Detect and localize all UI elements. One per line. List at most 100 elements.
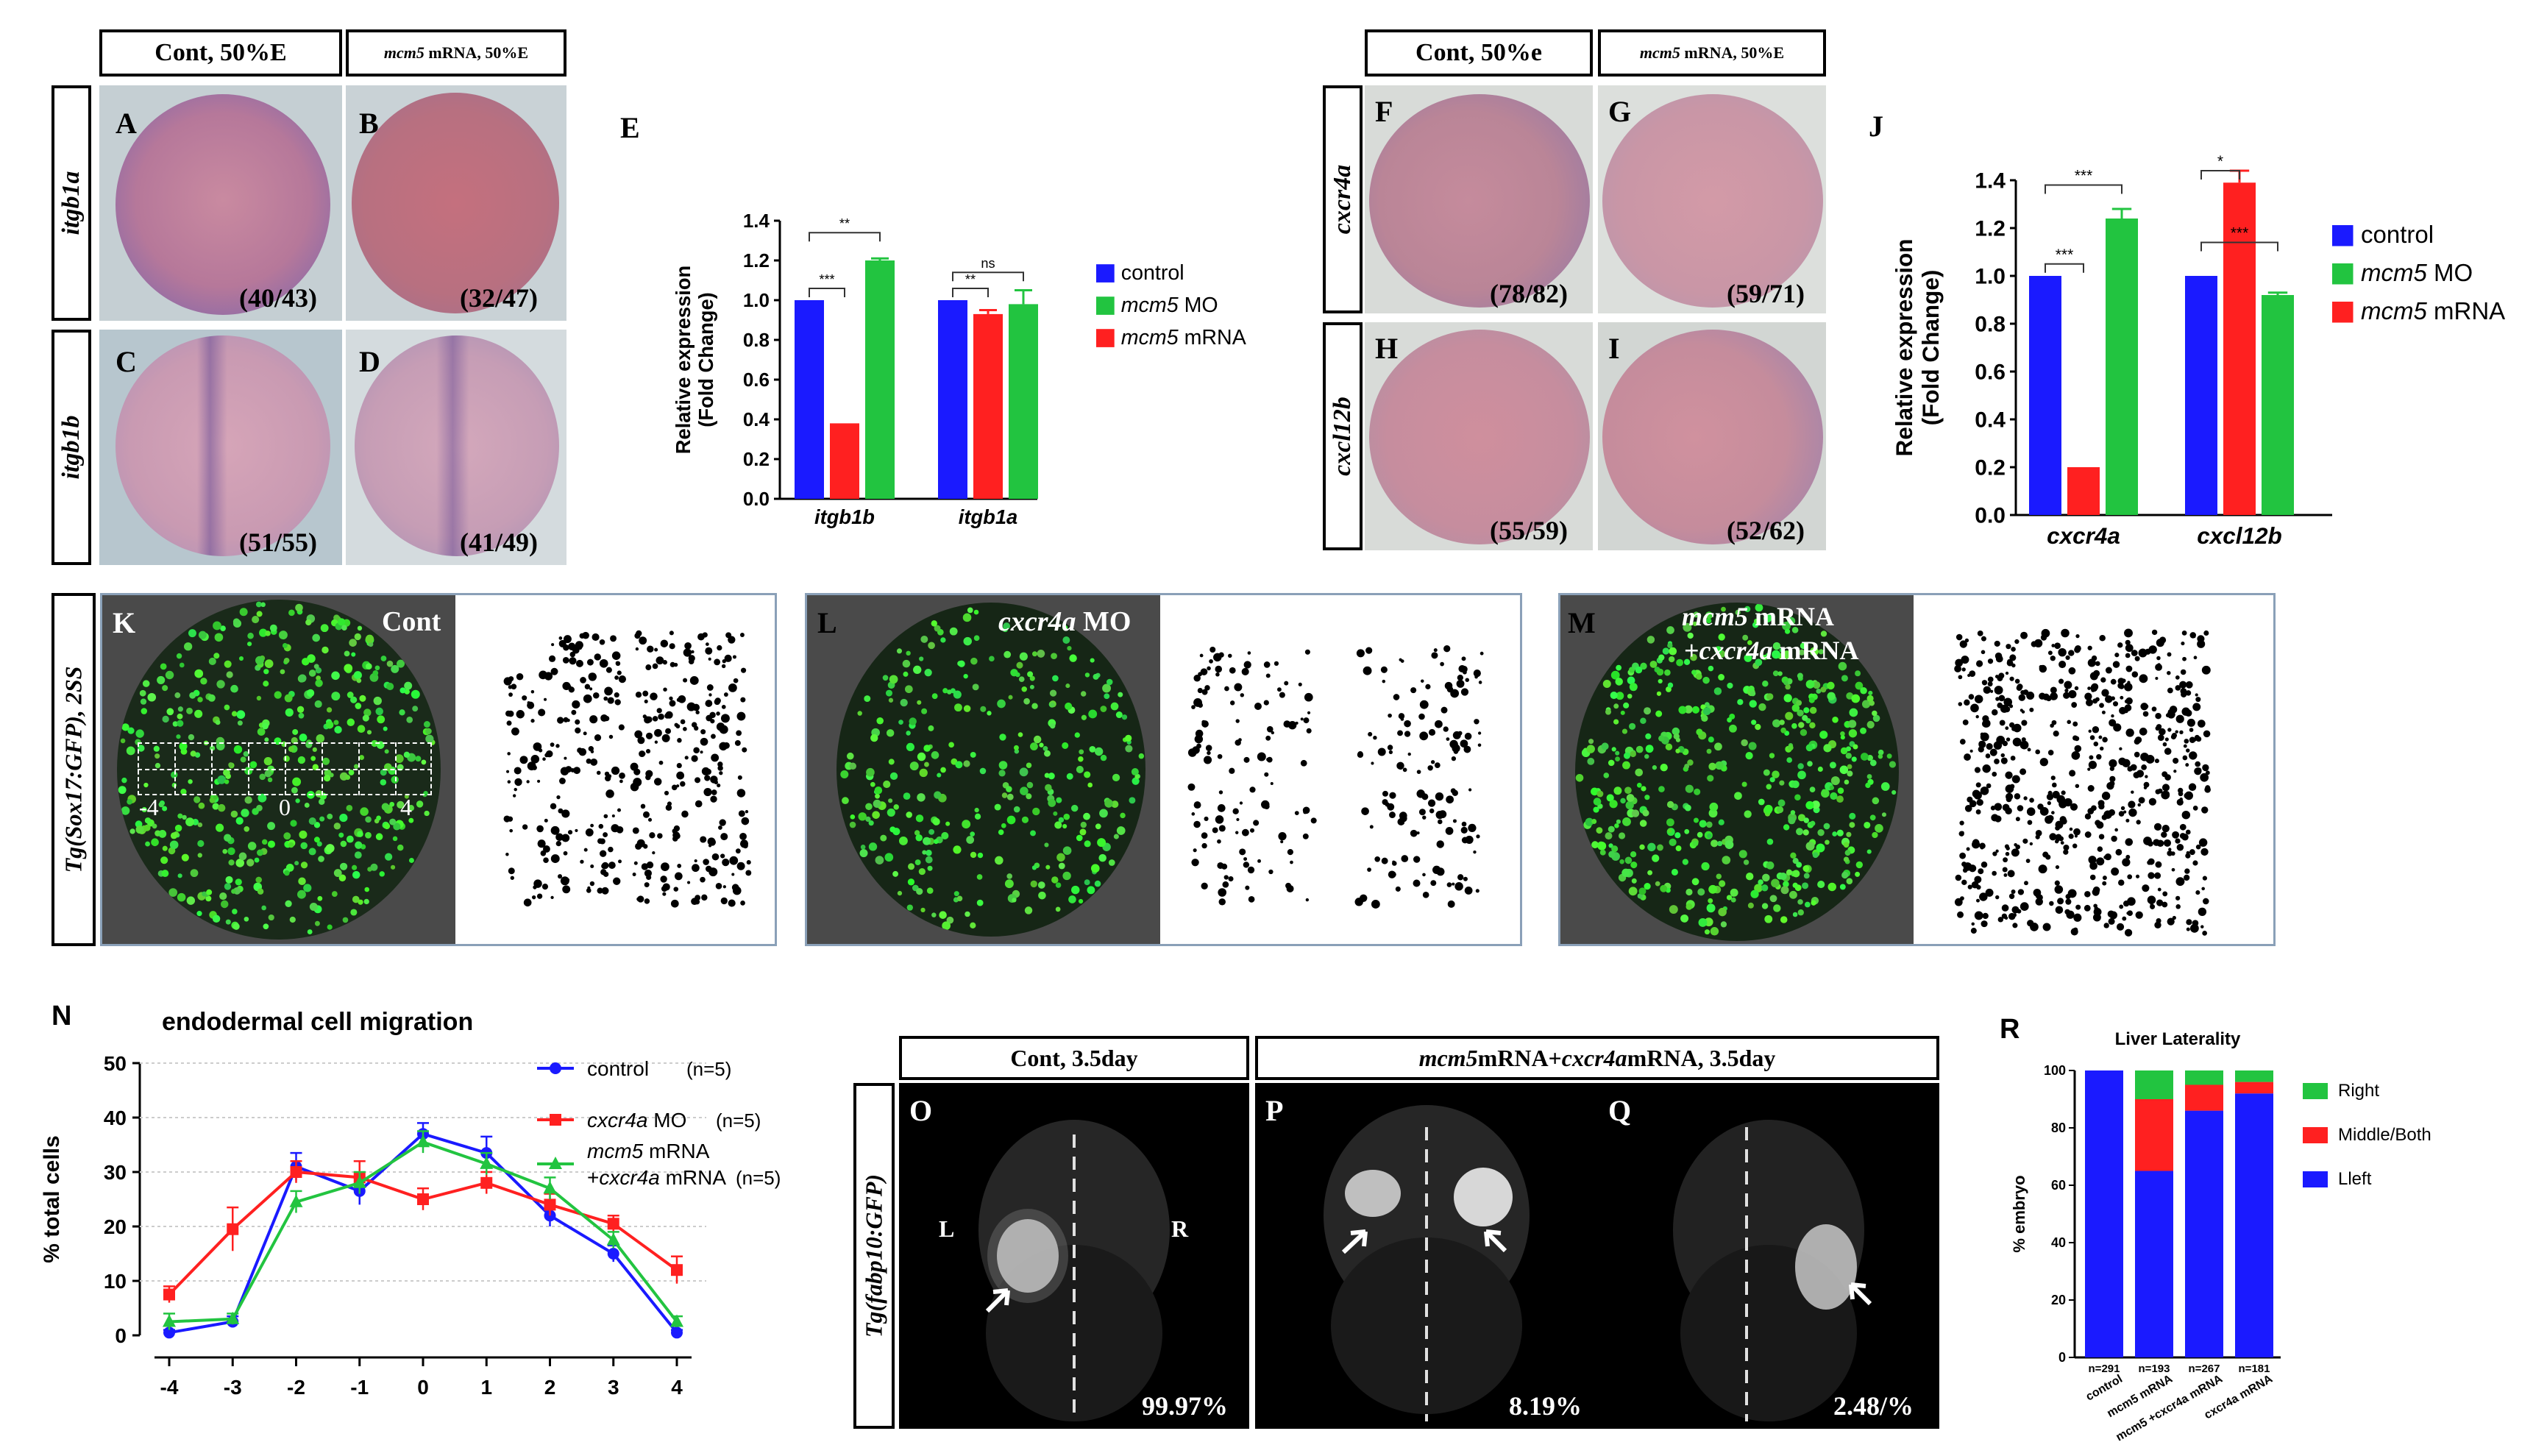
gfp-cell [886,729,895,737]
cell-mark [2020,709,2023,712]
cell-mark [2185,681,2193,689]
gfp-cell [1791,722,1797,729]
cell-mark [669,661,675,667]
gfp-cell [1019,652,1028,661]
cell-mark [2157,734,2164,741]
gfp-cell [1619,859,1624,864]
cell-mark [1356,649,1365,658]
cell-mark [605,789,614,798]
cell-mark [637,736,645,745]
gfp-cell [292,728,299,735]
panel-letter-E: E [620,111,640,144]
cell-mark [575,659,583,667]
cell-mark [2128,808,2137,817]
cell-mark [530,719,535,723]
cell-mark [583,694,592,703]
cell-mark [677,864,682,868]
gfp-cell [1872,714,1880,722]
gfp-cell [239,608,248,617]
cell-mark [586,658,594,666]
cell-mark [2101,792,2111,800]
cell-mark [2014,639,2020,644]
gfp-cell [200,678,207,685]
panel-letter-F: F [1375,95,1393,128]
cell-mark [2156,899,2164,906]
gfp-cell [1701,862,1710,871]
gfp-cell [394,754,404,764]
panel-A: A (40/43) [99,85,342,321]
gfp-cell [1065,702,1073,710]
gfp-cell [177,706,184,712]
gfp-cell [1761,903,1769,909]
cell-mark [555,744,560,748]
cell-mark [2047,800,2051,806]
gfp-cell [1852,744,1858,750]
cell-mark [2021,720,2028,726]
cell-mark [740,697,746,703]
cell-mark [2161,901,2168,908]
cell-mark [2102,881,2107,886]
cell-mark [548,655,556,662]
gfp-cell [1827,692,1836,700]
cell-mark [2065,655,2070,661]
gfp-cell [976,874,983,880]
gfp-cell [374,665,380,671]
cell-mark [1266,725,1274,733]
cell-mark [2134,736,2142,744]
gfp-cell [1030,880,1037,888]
cell-mark [2103,923,2109,928]
header-cont-liver: Cont, 3.5day [899,1036,1249,1080]
gfp-cell [1065,683,1070,689]
arrow-icon [1849,1282,1872,1306]
x-tick-label: 2 [544,1376,556,1399]
gfp-cell [1006,873,1013,879]
cell-mark [2175,730,2178,734]
cell-mark [2195,736,2202,742]
cell-mark [2108,917,2115,925]
cell-mark [1240,693,1245,697]
data-point [607,1218,619,1230]
cell-mark [1270,781,1274,786]
cell-mark [708,839,716,846]
gfp-cell [257,793,267,803]
gfp-cell [141,806,147,813]
gfp-cell [1727,717,1732,722]
y-tick-label: 20 [104,1215,127,1238]
cell-mark [550,667,558,675]
gfp-cell [176,653,182,659]
gfp-cell [1718,819,1724,825]
cell-mark [1461,837,1468,844]
label-M-line1: mcm5 mRNA [1682,602,1834,631]
legend-swatch [1096,329,1115,347]
cell-mark [1443,645,1451,653]
gfp-cell [212,915,221,923]
cell-mark [2063,844,2070,851]
gfp-cell [1855,871,1861,877]
cell-mark [2049,833,2057,841]
cell-mark [656,656,664,665]
gfp-cell [1044,750,1051,757]
side-label-R: R [1171,1215,1189,1242]
gfp-cell [376,815,382,821]
gfp-cell [1706,618,1712,624]
gfp-cell [244,916,249,922]
gfp-cell [1058,862,1065,870]
gfp-cell [1691,670,1697,675]
cell-mark [1460,688,1469,696]
gfp-cell [1678,706,1687,714]
gfp-cell [1722,856,1731,864]
cell-mark [1400,717,1404,721]
cell-mark [1976,898,1980,903]
cell-mark [541,884,549,890]
cell-mark [1207,666,1211,671]
cell-mark [2058,647,2067,657]
gfp-cell [1071,885,1080,895]
gfp-cell [1855,861,1864,869]
axis-label-minus4: -4 [139,794,159,820]
gfp-cell [1605,832,1613,840]
gfp-cell [207,694,216,702]
cell-mark [1995,849,1999,853]
cell-mark [1976,884,1981,890]
gfp-cell [1843,842,1850,848]
gfp-cell [1797,763,1804,770]
